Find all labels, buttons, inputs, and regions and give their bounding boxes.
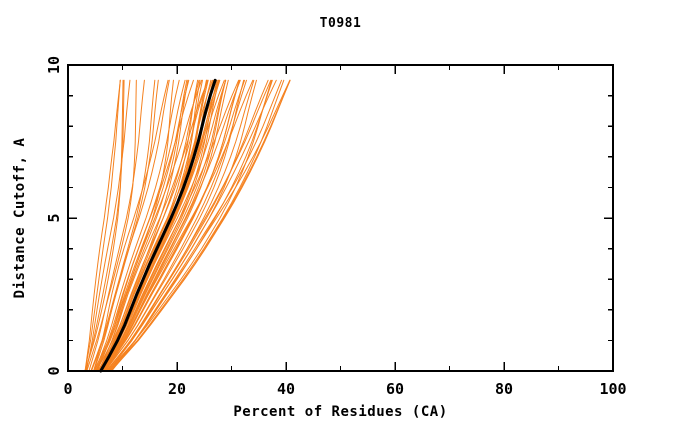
y-axis-title: Distance Cutoff, A (12, 138, 28, 299)
ensemble-curve (108, 79, 272, 372)
axis-ticks (67, 64, 614, 372)
ensemble-curve (85, 79, 125, 372)
ensemble-curve (95, 79, 189, 372)
ensemble-curve (90, 79, 156, 372)
ensemble-curve (105, 79, 254, 372)
ensemble-curve (102, 79, 227, 372)
ensemble-curves (84, 79, 291, 372)
ensemble-curve (105, 79, 257, 372)
ensemble-curve (107, 79, 273, 372)
ensemble-curve (104, 79, 247, 372)
ensemble-curve (91, 79, 159, 372)
ensemble-curve (84, 79, 121, 372)
ensemble-curve (86, 79, 137, 372)
x-axis-title: Percent of Residues (CA) (233, 404, 447, 420)
median-curve-path (99, 78, 217, 373)
ensemble-curve (88, 79, 145, 372)
ensemble-curve (111, 79, 291, 372)
ensemble-curve (96, 79, 194, 372)
x-tick-label: 40 (277, 380, 295, 398)
x-tick-label: 100 (599, 380, 626, 398)
ensemble-curve (85, 79, 131, 372)
y-tick-label: 0 (45, 366, 63, 375)
median-curve (99, 78, 217, 373)
ensemble-curve (102, 79, 227, 372)
ensemble-curve (103, 79, 241, 372)
ensemble-curve (84, 79, 121, 372)
ensemble-curve (100, 79, 218, 372)
x-tick-label: 60 (386, 380, 404, 398)
ensemble-curve (109, 79, 285, 372)
x-tick-label: 80 (495, 380, 513, 398)
ensemble-curve (84, 79, 124, 372)
ensemble-curve (102, 79, 227, 372)
axis-tick-labels: 0 20 40 60 80 100 0 5 10 (45, 56, 627, 398)
x-tick-label: 20 (168, 380, 186, 398)
y-tick-label: 5 (45, 213, 63, 222)
ensemble-curve (98, 79, 209, 372)
ensemble-curve (98, 79, 203, 372)
x-tick-label: 0 (63, 380, 72, 398)
y-tick-label: 10 (45, 56, 63, 74)
ensemble-curve (93, 79, 169, 372)
ensemble-curve (110, 79, 291, 372)
chart-title: T0981 (320, 16, 362, 31)
ensemble-curve (100, 79, 220, 372)
